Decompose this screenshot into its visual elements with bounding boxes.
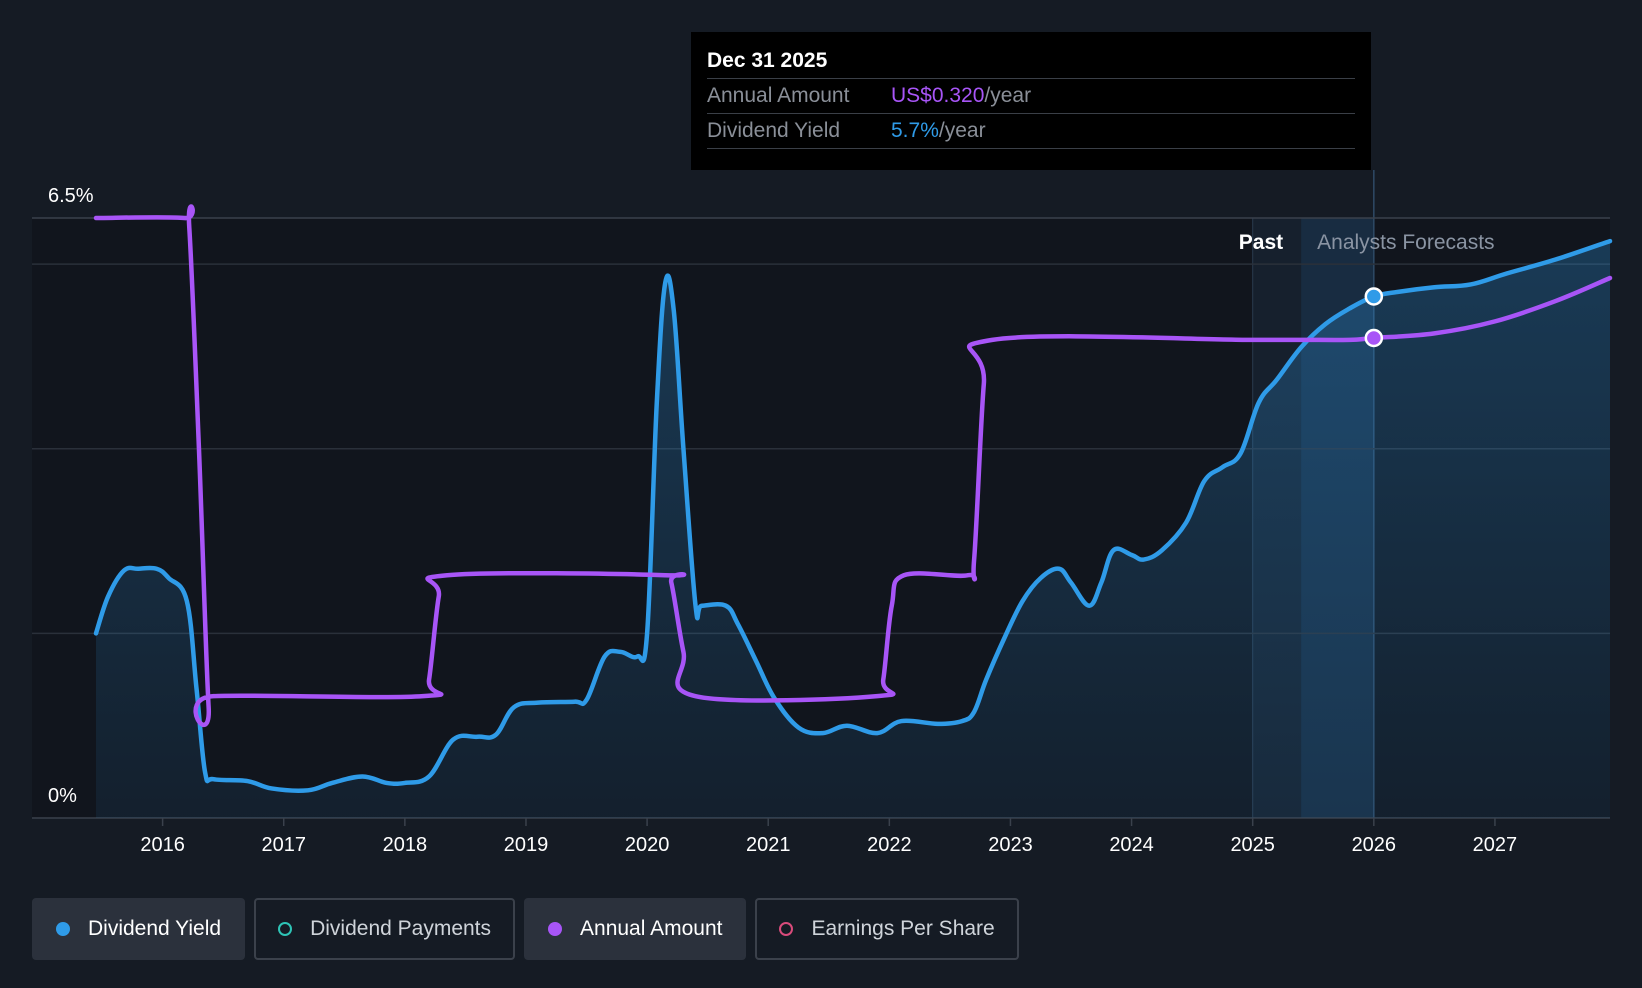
annual-amount-line xyxy=(93,204,1613,728)
legend-label: Annual Amount xyxy=(580,917,723,940)
legend-earnings-per-share[interactable]: Earnings Per Share xyxy=(755,898,1019,960)
chart-legend: Dividend Yield Dividend Payments Annual … xyxy=(32,898,1019,960)
tooltip-unit: /year xyxy=(938,119,986,142)
tooltip-unit: /year xyxy=(984,84,1032,107)
forecast-label: Analysts Forecasts xyxy=(1317,231,1494,254)
legend-circle-icon xyxy=(779,922,794,936)
past-label: Past xyxy=(1239,231,1283,254)
x-tick-label: 2019 xyxy=(504,834,549,856)
legend-dividend-yield[interactable]: Dividend Yield xyxy=(32,898,246,960)
x-tick-label: 2021 xyxy=(746,834,791,856)
legend-label: Earnings Per Share xyxy=(811,917,995,940)
tooltip-label: Annual Amount xyxy=(707,84,850,107)
annual-amount-highlight-dot xyxy=(1364,328,1384,348)
legend-dividend-payments[interactable]: Dividend Payments xyxy=(254,898,516,960)
x-tick-label: 2023 xyxy=(988,834,1033,856)
tooltip-value: 5.7% xyxy=(891,119,939,142)
tooltip-row-dividend-yield: Dividend Yield 5.7%/year xyxy=(707,114,1355,149)
y-label-max: 6.5% xyxy=(48,185,94,207)
tooltip-row-annual-amount: Annual Amount US$0.320/year xyxy=(707,79,1355,114)
legend-annual-amount[interactable]: Annual Amount xyxy=(524,898,747,960)
x-tick-label: 2022 xyxy=(867,834,912,856)
x-tick-label: 2016 xyxy=(140,834,185,856)
y-label-min: 0% xyxy=(48,785,77,807)
x-tick-label: 2026 xyxy=(1352,834,1397,856)
dividend-yield-line xyxy=(93,238,1613,793)
legend-label: Dividend Yield xyxy=(88,917,222,940)
x-tick-label: 2027 xyxy=(1473,834,1518,856)
x-tick-label: 2020 xyxy=(625,834,670,856)
tooltip-label: Dividend Yield xyxy=(707,119,841,142)
x-tick-label: 2024 xyxy=(1109,834,1154,856)
legend-dot-icon xyxy=(548,922,563,936)
dividend-yield-highlight-dot xyxy=(1364,287,1384,306)
x-tick-label: 2025 xyxy=(1230,834,1275,856)
legend-dot-icon xyxy=(56,922,70,936)
chart-tooltip: Dec 31 2025 Annual Amount US$0.320/year … xyxy=(691,32,1371,170)
tooltip-value: US$0.320 xyxy=(891,84,985,107)
x-tick-label: 2018 xyxy=(383,834,428,856)
legend-label: Dividend Payments xyxy=(310,917,492,940)
dividend-yield-area xyxy=(96,241,1610,819)
legend-circle-icon xyxy=(278,922,293,936)
x-tick-label: 2017 xyxy=(261,834,306,856)
tooltip-date: Dec 31 2025 xyxy=(707,46,1355,79)
